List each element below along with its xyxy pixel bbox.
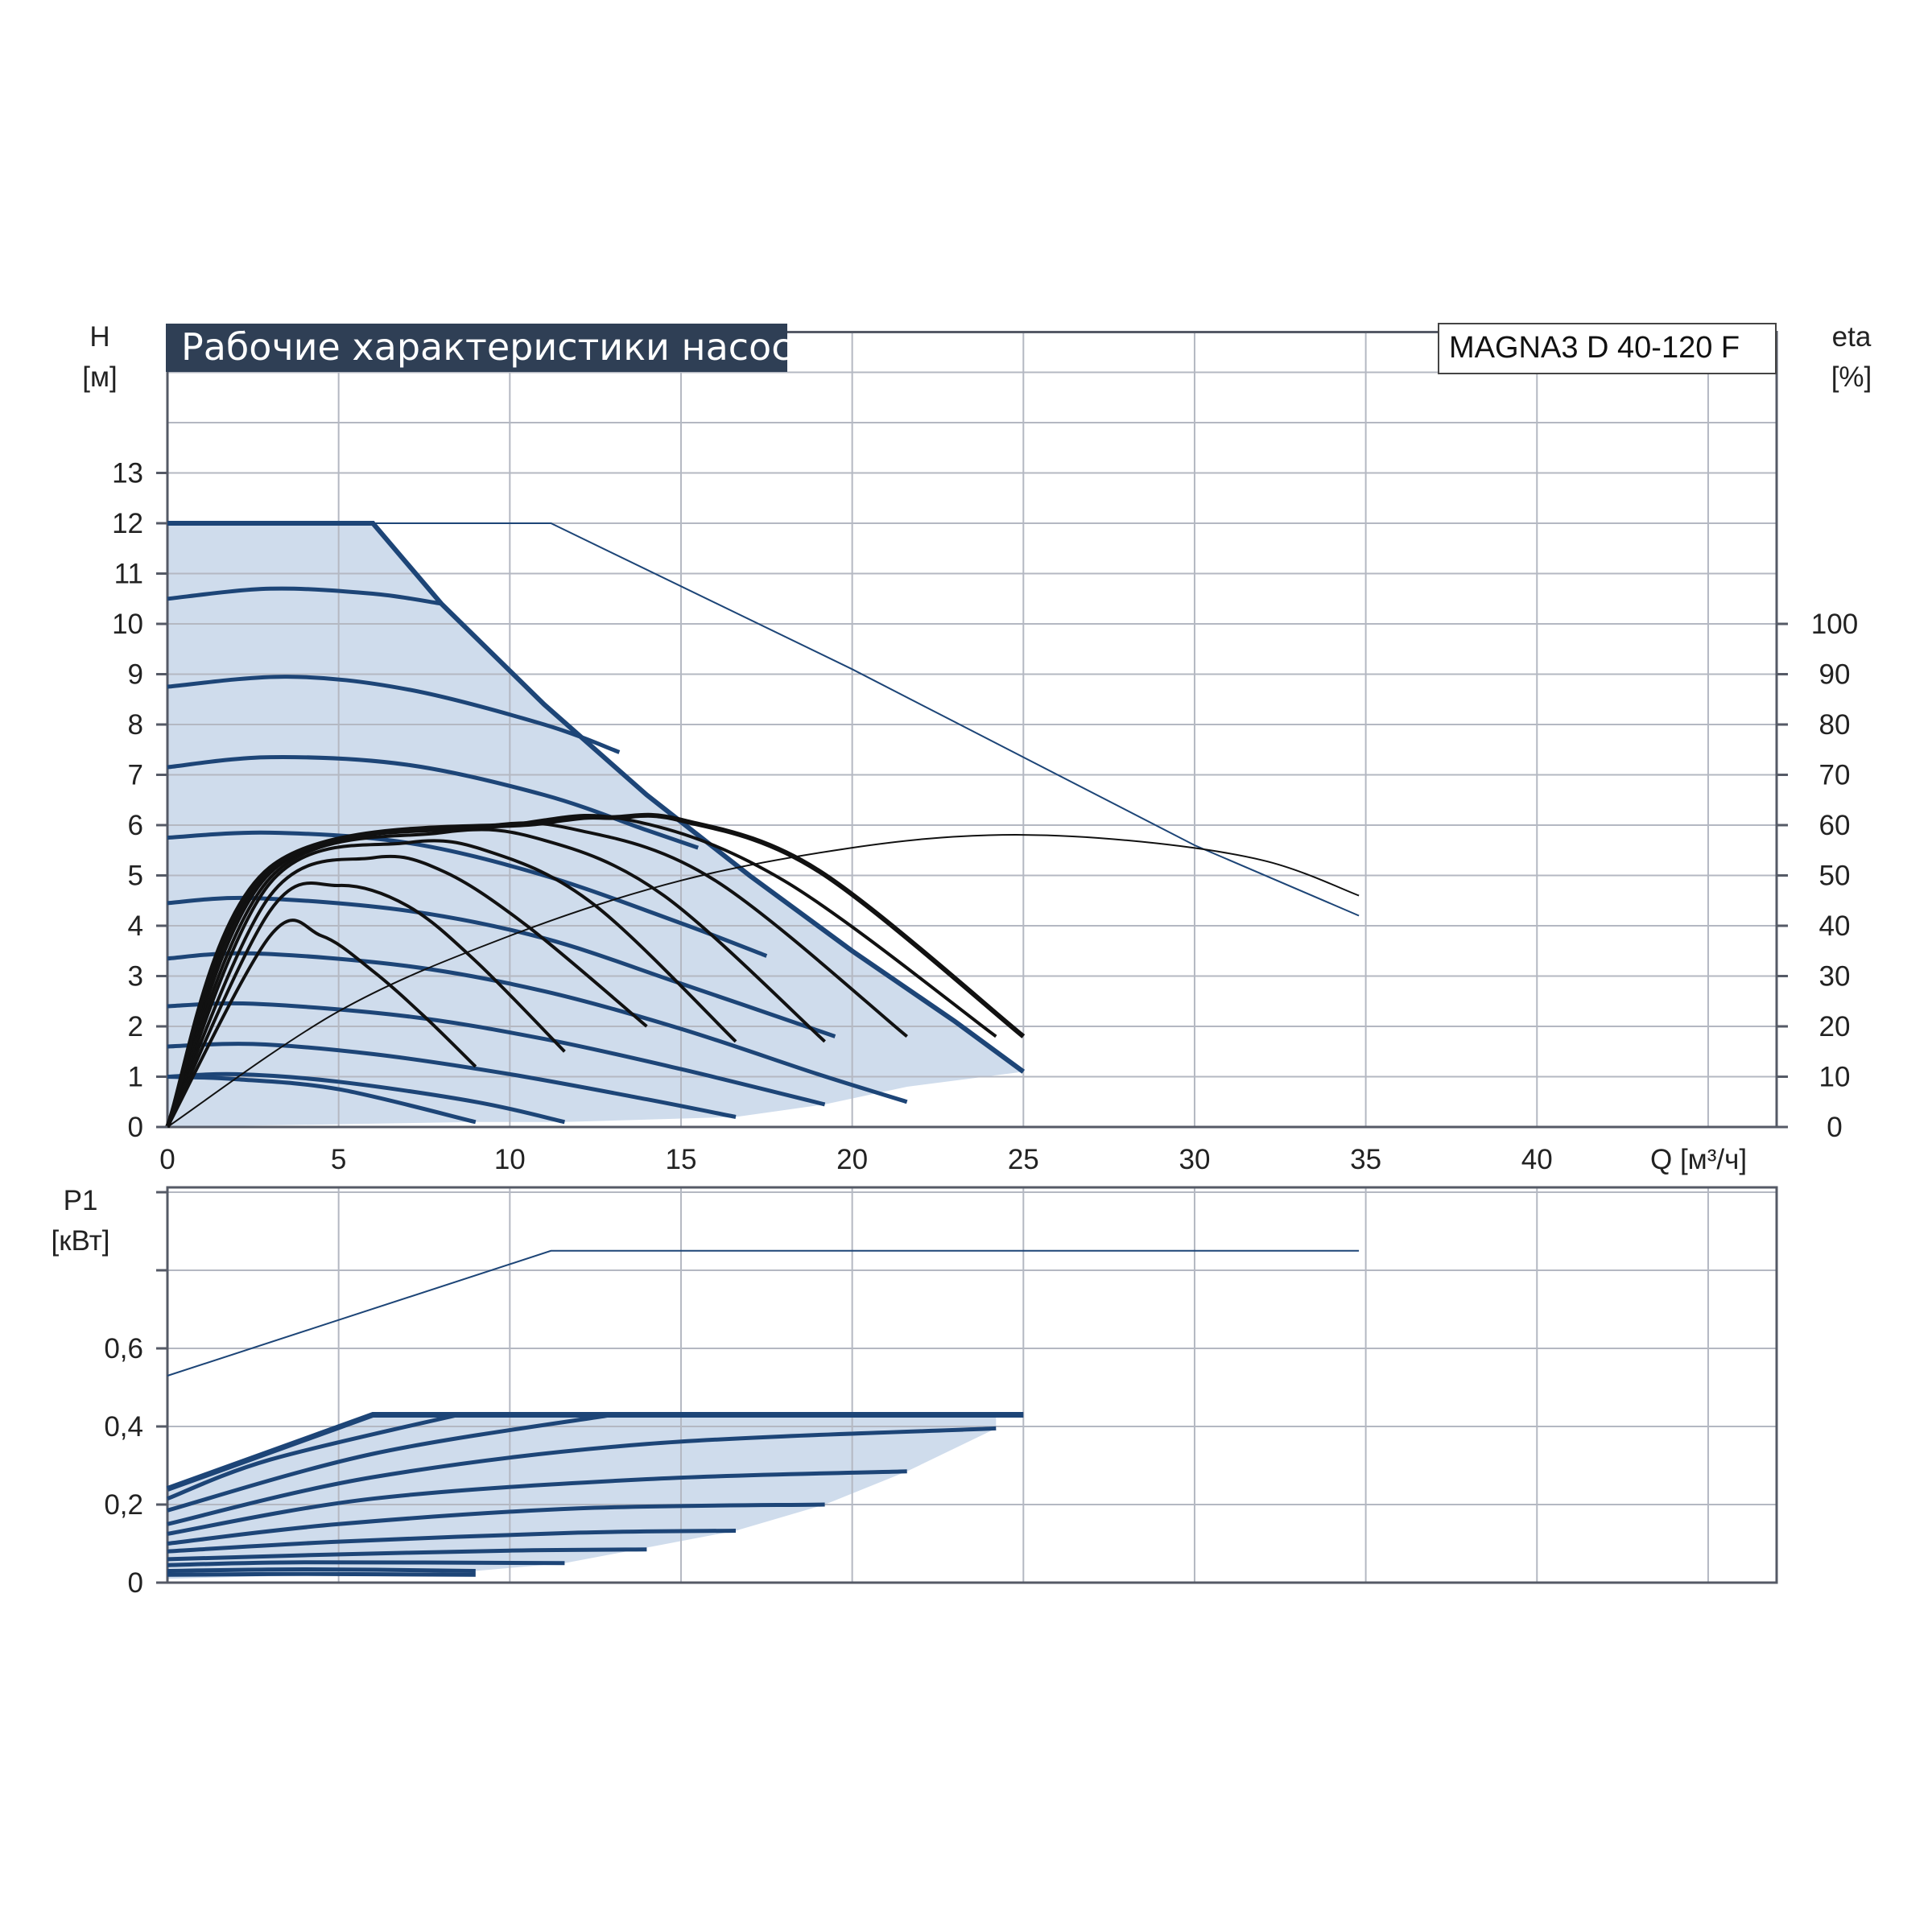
y-tick-label: 9 (128, 659, 143, 691)
eta-curve (166, 813, 997, 1128)
y-tick-label: 2 (128, 1011, 143, 1042)
y-tick-label: 10 (112, 609, 143, 640)
x-tick-label: 15 (666, 1144, 697, 1175)
head-curve (167, 1071, 565, 1125)
power-curve (167, 1469, 907, 1536)
y2-tick-label: 90 (1819, 659, 1851, 691)
head-curve (167, 1075, 477, 1125)
y-axis-power-label: P1 (64, 1185, 98, 1216)
y-tick-label: 6 (128, 810, 143, 841)
eta-curve (166, 839, 737, 1128)
y-axis-eta-unit: [%] (1831, 361, 1872, 393)
power-curve (167, 1571, 476, 1577)
power-curve (167, 1413, 460, 1501)
y2-tick-label: 40 (1819, 910, 1851, 942)
eta-curve (166, 828, 826, 1128)
chart-title: Рабочие характеристики насоса (181, 325, 815, 369)
y2-tick-label: 100 (1811, 609, 1858, 640)
head-curve (167, 951, 908, 1104)
head-chart-frame (166, 331, 1778, 1129)
power-curve (167, 1413, 613, 1513)
power-chart-grid (166, 1186, 1778, 1584)
x-tick-label: 35 (1350, 1144, 1381, 1175)
x-tick-label: 10 (494, 1144, 526, 1175)
model-box (1438, 323, 1777, 374)
y2-tick-label: 20 (1819, 1011, 1851, 1042)
y2-tick-label: 60 (1819, 810, 1851, 841)
power-range-fill (167, 1414, 1024, 1579)
max-power-curve-dual (167, 1249, 1360, 1377)
x-tick-label: 25 (1008, 1144, 1039, 1175)
efficiency-curves (165, 812, 1360, 1129)
power-chart-ticks: 0 0,2 0,4 0,6 (104, 1191, 167, 1599)
y-tick-label: 12 (112, 508, 143, 539)
y2-tick-label: 50 (1819, 861, 1851, 892)
x-tick-label: 30 (1179, 1144, 1210, 1175)
power-curve (167, 1529, 737, 1554)
eta-curve (166, 881, 566, 1128)
head-chart-ticks: 0123456789101112130102030405060708090100… (112, 458, 1858, 1176)
y2-tick-label: 30 (1819, 961, 1851, 993)
y-tick-label: 11 (114, 559, 143, 590)
head-curves (167, 521, 1360, 1125)
max-head-curve-dual (167, 522, 1360, 917)
y-tick-label: 7 (128, 760, 143, 791)
y-tick-label: 4 (128, 910, 143, 942)
head-curve (167, 586, 442, 606)
y-axis-head-unit: [м] (82, 361, 118, 393)
y2-tick-label: 0 (1827, 1112, 1842, 1143)
max-power-curve (166, 1412, 1024, 1492)
power-curve (167, 1426, 997, 1526)
eta-curve (166, 919, 477, 1128)
p-tick-label: 0,2 (104, 1489, 143, 1521)
head-curve (167, 675, 621, 754)
x-tick-label: 5 (331, 1144, 346, 1175)
y-axis-eta-label: eta (1832, 321, 1872, 353)
power-curves (166, 1249, 1360, 1577)
x-tick-label: 40 (1521, 1144, 1553, 1175)
p-tick-label: 0 (128, 1567, 143, 1599)
head-curve (167, 830, 768, 958)
x-tick-label: 0 (159, 1144, 175, 1175)
power-curve (167, 1502, 825, 1546)
y-tick-label: 8 (128, 709, 143, 741)
power-curve (167, 1567, 476, 1573)
head-curve (167, 755, 700, 850)
p-tick-label: 0,4 (104, 1411, 143, 1443)
power-curve (167, 1560, 565, 1567)
y-axis-power-unit: [кВт] (52, 1225, 110, 1257)
y-tick-label: 0 (128, 1112, 143, 1143)
max-head-curve (167, 521, 1026, 1074)
y-tick-label: 3 (128, 961, 143, 993)
y-axis-head-label: H (89, 321, 109, 353)
eta-curve (166, 854, 648, 1128)
p-tick-label: 0,6 (104, 1333, 143, 1364)
operating-range-band (167, 523, 1024, 1127)
power-curve (167, 1547, 647, 1562)
title-plate (166, 324, 787, 372)
y-tick-label: 1 (128, 1062, 143, 1093)
head-curve (167, 895, 836, 1038)
power-chart-frame (166, 1186, 1778, 1584)
x-tick-label: 20 (836, 1144, 868, 1175)
y2-tick-label: 70 (1819, 760, 1851, 791)
y-tick-label: 5 (128, 861, 143, 892)
model-label: MAGNA3 D 40-120 F (1449, 331, 1740, 365)
eta-curve-dual (167, 834, 1360, 1128)
y2-tick-label: 10 (1819, 1062, 1851, 1093)
y-tick-label: 13 (112, 458, 143, 489)
x-axis-flow-label: Q [м³/ч] (1650, 1144, 1747, 1175)
head-curve (167, 1042, 737, 1119)
head-curve (167, 1001, 826, 1107)
power-range-band (167, 1414, 1024, 1579)
eta-curve (165, 812, 1026, 1129)
y2-tick-label: 80 (1819, 709, 1851, 741)
